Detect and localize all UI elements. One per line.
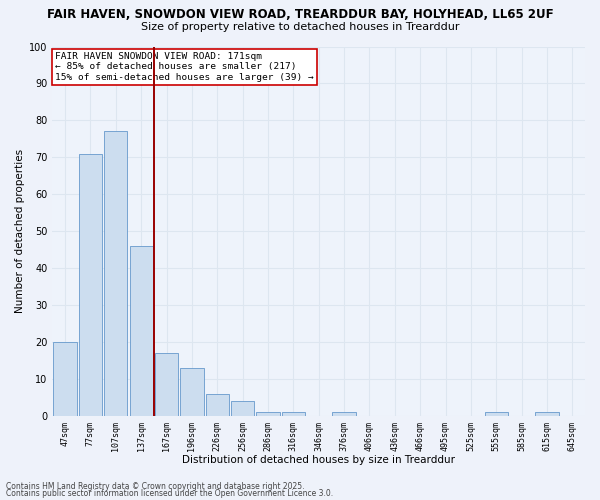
Bar xyxy=(79,154,102,416)
Bar xyxy=(485,412,508,416)
Text: Size of property relative to detached houses in Trearddur: Size of property relative to detached ho… xyxy=(141,22,459,32)
Text: FAIR HAVEN, SNOWDON VIEW ROAD, TREARDDUR BAY, HOLYHEAD, LL65 2UF: FAIR HAVEN, SNOWDON VIEW ROAD, TREARDDUR… xyxy=(47,8,553,20)
Bar xyxy=(535,412,559,416)
Text: Contains public sector information licensed under the Open Government Licence 3.: Contains public sector information licen… xyxy=(6,489,333,498)
Bar xyxy=(130,246,153,416)
Bar xyxy=(332,412,356,416)
Bar xyxy=(53,342,77,416)
Text: Contains HM Land Registry data © Crown copyright and database right 2025.: Contains HM Land Registry data © Crown c… xyxy=(6,482,305,491)
Bar xyxy=(231,401,254,416)
X-axis label: Distribution of detached houses by size in Trearddur: Distribution of detached houses by size … xyxy=(182,455,455,465)
Bar xyxy=(206,394,229,416)
Bar xyxy=(104,132,127,416)
Bar xyxy=(155,353,178,416)
Bar xyxy=(180,368,203,416)
Bar xyxy=(281,412,305,416)
Y-axis label: Number of detached properties: Number of detached properties xyxy=(15,149,25,314)
Bar xyxy=(256,412,280,416)
Text: FAIR HAVEN SNOWDON VIEW ROAD: 171sqm
← 85% of detached houses are smaller (217)
: FAIR HAVEN SNOWDON VIEW ROAD: 171sqm ← 8… xyxy=(55,52,314,82)
